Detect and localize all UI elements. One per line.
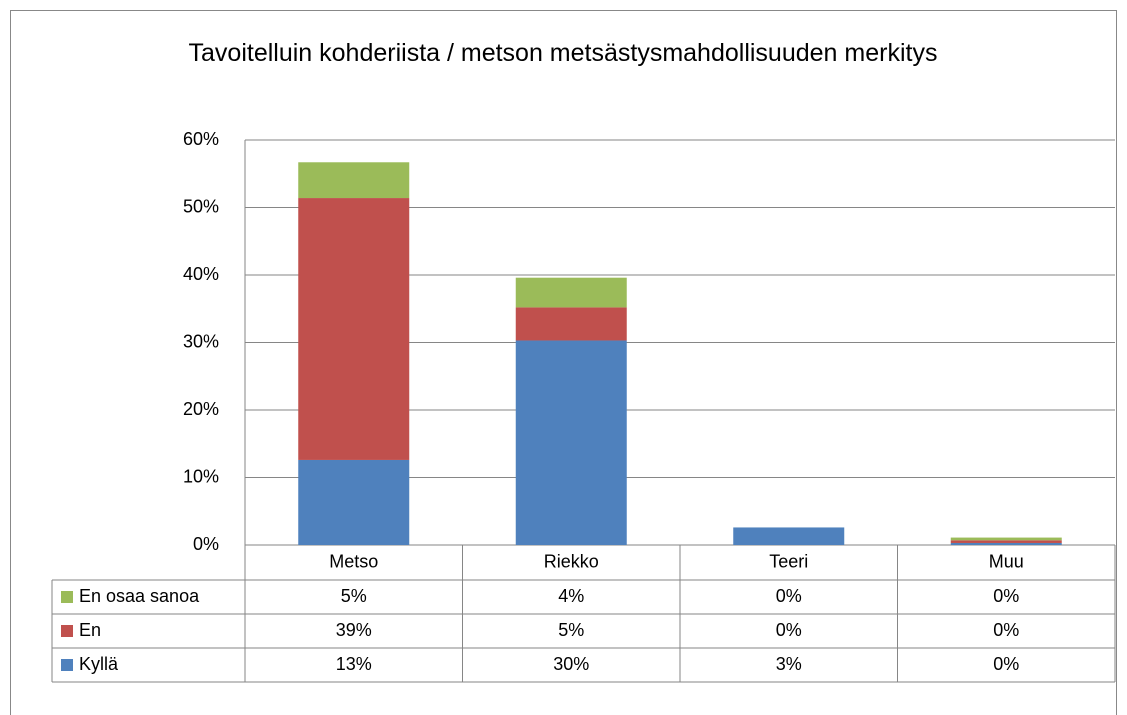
bar-segment	[298, 198, 410, 460]
bar-segment	[733, 527, 845, 545]
y-tick-label: 0%	[193, 534, 219, 554]
y-tick-label: 10%	[183, 466, 219, 486]
bar-segment	[950, 542, 1062, 545]
bar-segment	[298, 459, 410, 545]
table-value: 4%	[558, 586, 584, 606]
table-value: 0%	[993, 586, 1019, 606]
legend-swatch	[61, 591, 73, 603]
y-tick-label: 50%	[183, 196, 219, 216]
table-value: 3%	[776, 654, 802, 674]
bar-segment	[950, 540, 1062, 543]
y-tick-label: 40%	[183, 264, 219, 284]
table-value: 0%	[993, 654, 1019, 674]
bar-segment	[515, 307, 627, 341]
legend-label: En osaa sanoa	[79, 586, 200, 606]
table-value: 0%	[993, 620, 1019, 640]
legend-swatch	[61, 625, 73, 637]
table-value: 5%	[558, 620, 584, 640]
table-value: 39%	[336, 620, 372, 640]
table-value: 5%	[341, 586, 367, 606]
x-tick-label: Teeri	[769, 551, 808, 571]
y-tick-label: 30%	[183, 331, 219, 351]
table-value: 0%	[776, 620, 802, 640]
chart-border	[10, 10, 1117, 715]
chart-title: Tavoitelluin kohderiista / metson metsäs…	[188, 39, 938, 67]
bar-segment	[950, 537, 1062, 541]
legend-label: Kyllä	[79, 654, 119, 674]
bar-segment	[515, 277, 627, 308]
x-tick-label: Riekko	[544, 551, 599, 571]
table-value: 13%	[336, 654, 372, 674]
table-value: 30%	[553, 654, 589, 674]
table-value: 0%	[776, 586, 802, 606]
legend-swatch	[61, 659, 73, 671]
x-tick-label: Metso	[329, 551, 378, 571]
bar-segment	[298, 162, 410, 199]
legend-label: En	[79, 620, 101, 640]
x-tick-label: Muu	[989, 551, 1024, 571]
bar-segment	[515, 340, 627, 545]
y-tick-label: 60%	[183, 129, 219, 149]
y-tick-label: 20%	[183, 399, 219, 419]
